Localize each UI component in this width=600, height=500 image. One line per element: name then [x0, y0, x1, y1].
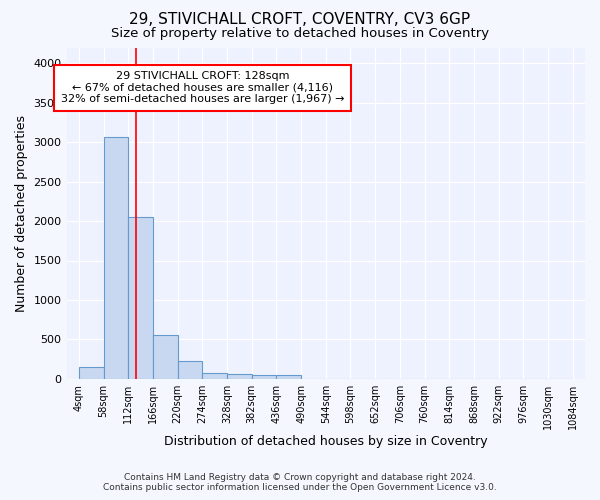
Bar [128, 216, 153, 379]
Text: 29, STIVICHALL CROFT, COVENTRY, CV3 6GP: 29, STIVICHALL CROFT, COVENTRY, CV3 6GP [130, 12, 470, 28]
Bar [178, 362, 202, 379]
Bar [252, 376, 277, 379]
Y-axis label: Number of detached properties: Number of detached properties [15, 114, 28, 312]
Text: 29 STIVICHALL CROFT: 128sqm
← 67% of detached houses are smaller (4,116)
32% of : 29 STIVICHALL CROFT: 128sqm ← 67% of det… [61, 71, 344, 104]
Bar [104, 138, 128, 379]
Bar [227, 374, 252, 379]
Bar [277, 376, 301, 379]
Text: Size of property relative to detached houses in Coventry: Size of property relative to detached ho… [111, 28, 489, 40]
Bar [202, 373, 227, 379]
Text: Contains HM Land Registry data © Crown copyright and database right 2024.
Contai: Contains HM Land Registry data © Crown c… [103, 473, 497, 492]
X-axis label: Distribution of detached houses by size in Coventry: Distribution of detached houses by size … [164, 434, 488, 448]
Bar [79, 367, 104, 379]
Bar [153, 334, 178, 379]
